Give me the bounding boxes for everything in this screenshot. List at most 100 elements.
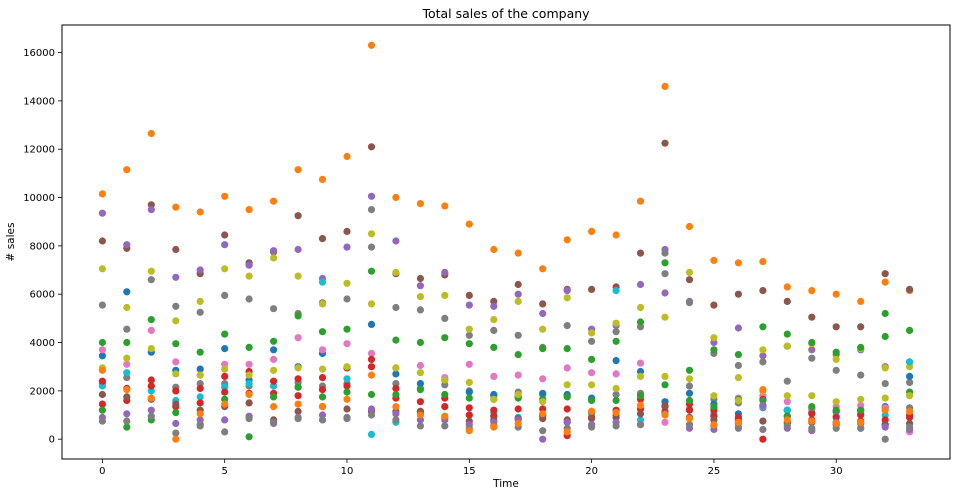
data-point [539,427,547,435]
y-tick-label: 8000 [30,241,55,252]
data-point [392,364,400,372]
data-point [685,299,694,307]
data-point [343,295,351,303]
data-point [172,203,180,211]
data-point [857,371,865,379]
data-point [588,396,596,405]
data-point [465,360,473,368]
data-point [857,323,865,331]
data-point [294,415,302,423]
data-point [367,390,376,399]
data-point [759,258,767,266]
data-point [881,406,889,414]
data-point [245,433,253,441]
data-point [270,337,278,345]
axis-ticks: 0 5 10 15 20 25 30 0 2000 4000 6000 8000 10000 12000 1… [23,48,842,477]
data-point [98,352,106,360]
x-tick-label: 10 [341,466,354,477]
y-tick-label: 12000 [23,145,55,156]
data-point [857,395,865,403]
data-point [367,355,376,363]
data-point [563,393,571,401]
data-point [196,416,204,424]
data-point [734,351,743,359]
data-point [294,375,302,383]
data-point [318,346,327,354]
data-point [685,382,694,390]
data-point [416,306,424,314]
data-point [685,222,694,231]
data-point [734,418,743,426]
data-point [343,279,351,287]
data-point [367,405,376,413]
data-point [98,301,106,309]
data-point [685,415,694,423]
data-point [685,366,694,374]
data-point [710,334,718,342]
y-tick-label: 6000 [30,290,55,301]
data-point [636,401,645,409]
data-point [221,265,229,273]
data-point [783,398,791,406]
data-point [759,352,767,360]
data-point [123,338,131,347]
data-point [906,413,914,421]
data-point [514,405,522,413]
data-point [318,300,327,308]
data-point [539,300,547,308]
data-point [343,382,351,390]
data-point [490,423,498,431]
data-point [343,340,351,348]
data-point [196,371,204,379]
data-point [612,370,620,378]
data-point [172,409,180,417]
data-point [294,407,302,415]
data-point [857,297,865,305]
data-point [808,313,816,321]
data-point [881,364,889,372]
data-point [563,405,571,413]
data-point [465,291,473,299]
data-point [172,317,180,325]
x-tick-label: 5 [221,466,227,477]
data-point [563,418,571,426]
data-point [318,393,327,401]
data-point [588,423,596,431]
data-point [392,403,400,411]
data-point [465,427,473,435]
data-point [465,340,473,348]
data-point [685,421,694,429]
data-point [514,419,522,428]
data-point [710,346,718,354]
data-point [465,411,473,419]
data-point [123,360,131,368]
data-point [270,197,278,205]
data-point [636,410,645,418]
data-point [906,407,914,415]
data-point [98,377,106,385]
data-point [759,287,767,295]
data-point [906,392,914,400]
data-point [270,377,278,385]
data-point [612,337,620,345]
data-point [196,399,204,407]
data-point [857,418,865,426]
data-point [441,334,449,342]
data-point [172,245,180,254]
data-point [539,435,547,443]
data-point [392,410,400,418]
data-point [416,369,424,377]
data-point [783,330,791,338]
data-point [343,152,351,161]
data-point [245,343,253,351]
data-point [172,419,180,428]
data-point [832,366,840,374]
data-point [392,384,400,392]
data-point [906,285,914,293]
data-point [123,354,131,362]
data-point [759,401,767,409]
data-point [906,378,914,386]
data-point [808,346,816,354]
data-point [465,331,473,339]
